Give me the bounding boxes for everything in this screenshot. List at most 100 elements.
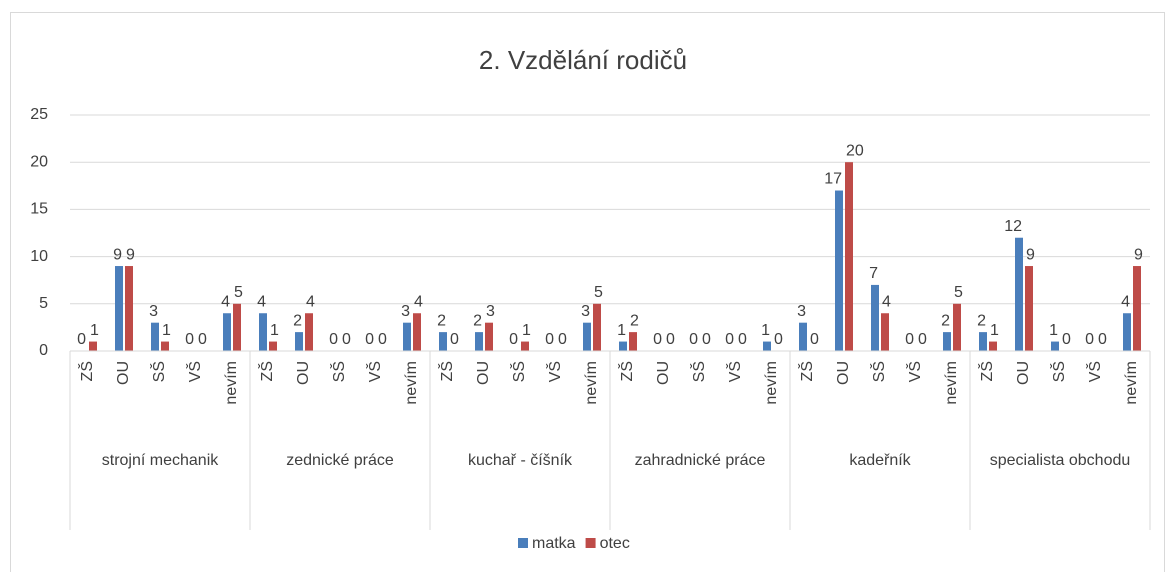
- bar: [619, 341, 627, 351]
- data-label: 2: [630, 312, 639, 329]
- data-label: 0: [738, 331, 747, 348]
- legend-label: matka: [532, 535, 576, 552]
- bar: [881, 313, 889, 351]
- bar: [1123, 313, 1131, 351]
- x-tick-label: nevím: [763, 361, 780, 405]
- y-tick-label: 25: [30, 106, 48, 123]
- data-label: 4: [882, 293, 891, 310]
- bar: [1015, 237, 1023, 351]
- data-label: 0: [545, 331, 554, 348]
- data-label: 2: [941, 312, 950, 329]
- data-label: 1: [1049, 322, 1058, 339]
- x-tick-label: nevím: [943, 361, 960, 405]
- data-label: 1: [617, 322, 626, 339]
- y-tick-label: 20: [30, 153, 48, 170]
- bar: [485, 322, 493, 351]
- data-label: 0: [198, 331, 207, 348]
- x-tick-label: SŠ: [1049, 361, 1068, 382]
- group-label: strojní mechanik: [101, 452, 219, 469]
- x-tick-label: nevím: [1123, 361, 1140, 405]
- legend-swatch: [585, 538, 596, 548]
- data-label: 0: [378, 331, 387, 348]
- x-tick-label: ZŠ: [797, 361, 816, 381]
- group-label: kuchař - číšník: [467, 452, 573, 469]
- data-label: 4: [221, 293, 230, 310]
- data-label: 2: [293, 312, 302, 329]
- x-tick-label: OU: [655, 361, 672, 385]
- data-label: 0: [666, 331, 675, 348]
- x-tick-label: VŠ: [185, 361, 204, 382]
- data-label: 0: [329, 331, 338, 348]
- data-label: 0: [342, 331, 351, 348]
- bar: [979, 332, 987, 351]
- x-tick-label: SŠ: [329, 361, 348, 382]
- data-label: 20: [846, 142, 864, 159]
- data-label: 9: [1026, 246, 1035, 263]
- bar: [151, 322, 159, 351]
- bar: [1051, 341, 1059, 351]
- data-label: 9: [126, 246, 135, 263]
- data-label: 1: [990, 322, 999, 339]
- data-label: 7: [869, 265, 878, 282]
- bar: [475, 332, 483, 351]
- bar: [953, 303, 961, 351]
- data-label: 17: [824, 171, 842, 188]
- bar: [269, 341, 277, 351]
- data-label: 0: [450, 331, 459, 348]
- x-tick-label: OU: [1015, 361, 1032, 385]
- data-label: 5: [954, 284, 963, 301]
- data-label: 2: [437, 312, 446, 329]
- data-label: 9: [113, 246, 122, 263]
- bar: [521, 341, 529, 351]
- data-label: 4: [414, 293, 423, 310]
- group-label-box: strojní mechanik: [101, 452, 219, 469]
- bar: [413, 313, 421, 351]
- data-label: 0: [77, 331, 86, 348]
- data-label: 0: [653, 331, 662, 348]
- x-tick-label: OU: [835, 361, 852, 385]
- data-label: 1: [90, 322, 99, 339]
- bar: [1025, 266, 1033, 351]
- data-label: 0: [702, 331, 711, 348]
- x-tick-label: VŠ: [365, 361, 384, 382]
- group-label-box: zednické práce: [286, 452, 394, 469]
- y-tick-label: 5: [39, 295, 48, 312]
- data-label: 0: [509, 331, 518, 348]
- group-label: zednické práce: [286, 452, 394, 469]
- group-label-box: zahradnické práce: [635, 452, 766, 469]
- x-tick-label: ZŠ: [77, 361, 96, 381]
- legend-swatch: [518, 538, 528, 548]
- data-label: 0: [1085, 331, 1094, 348]
- group-label: specialista obchodu: [989, 452, 1131, 469]
- data-label: 0: [725, 331, 734, 348]
- bar: [871, 284, 879, 351]
- x-tick-label: ZŠ: [437, 361, 456, 381]
- data-label: 9: [1134, 246, 1143, 263]
- data-label: 4: [1121, 293, 1130, 310]
- x-tick-label: OU: [295, 361, 312, 385]
- x-tick-label: OU: [115, 361, 132, 385]
- y-tick-label: 10: [30, 248, 48, 265]
- data-label: 0: [774, 331, 783, 348]
- bar: [989, 341, 997, 351]
- bar: [223, 313, 231, 351]
- bar: [799, 322, 807, 351]
- bar: [305, 313, 313, 351]
- data-label: 3: [581, 303, 590, 320]
- x-tick-label: SŠ: [149, 361, 168, 382]
- bar: [161, 341, 169, 351]
- bar: [763, 341, 771, 351]
- bar: [629, 332, 637, 351]
- bar: [439, 332, 447, 351]
- legend-label: otec: [600, 535, 630, 552]
- bar: [89, 341, 97, 351]
- bar: [583, 322, 591, 351]
- bar: [1133, 266, 1141, 351]
- chart-title: 2. Vzdělání rodičů: [479, 45, 687, 75]
- bar: [115, 266, 123, 351]
- data-label: 0: [185, 331, 194, 348]
- data-label: 1: [270, 322, 279, 339]
- data-label: 0: [810, 331, 819, 348]
- data-label: 5: [234, 284, 243, 301]
